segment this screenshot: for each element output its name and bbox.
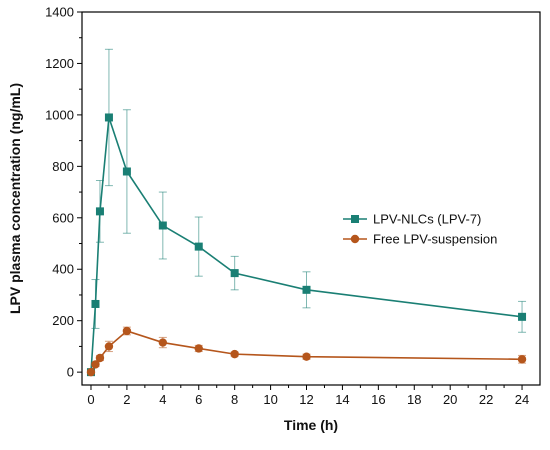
data-point [122,326,132,336]
data-point [230,269,239,278]
y-tick-label: 1400 [45,5,74,20]
x-tick-label: 2 [123,392,130,407]
data-point [302,352,311,361]
data-point [517,355,527,364]
data-point [95,353,105,363]
data-point [518,312,527,321]
x-axis-ticks: 0 2 4 6 8 10 12 14 16 18 20 22 24 [87,385,529,407]
data-point [104,342,114,351]
data-point [122,167,131,176]
data-point [91,360,100,369]
data-point [158,221,167,230]
legend-marker [350,234,360,244]
data-point [302,285,311,294]
y-axis-title: LPV plasma concentration (ng/mL) [7,83,23,314]
legend-marker [351,215,359,223]
x-tick-label: 24 [515,392,529,407]
x-tick-label: 0 [87,392,94,407]
x-axis-title: Time (h) [284,417,338,433]
legend: LPV-NLCs (LPV-7) Free LPV-suspension [343,212,497,247]
data-point [95,207,104,216]
data-point [158,338,168,347]
x-tick-label: 18 [407,392,421,407]
series-line [90,330,523,373]
y-tick-label: 1200 [45,56,74,71]
data-point [104,113,113,122]
y-axis-ticks: 0 200 400 600 800 1000 1200 1400 [45,5,82,380]
legend-label: LPV-NLCs (LPV-7) [373,212,481,227]
data-point [86,367,96,377]
x-tick-label: 22 [479,392,493,407]
y-tick-label: 0 [67,365,74,380]
series-1 [86,326,527,377]
y-tick-label: 400 [52,262,74,277]
x-tick-label: 16 [371,392,385,407]
x-tick-label: 12 [299,392,313,407]
plot-border [81,11,541,386]
data-point [194,344,203,353]
x-tick-label: 20 [443,392,457,407]
y-tick-label: 800 [52,159,74,174]
x-tick-label: 8 [231,392,238,407]
x-tick-label: 4 [159,392,166,407]
x-tick-label: 6 [195,392,202,407]
y-tick-label: 200 [52,313,74,328]
x-tick-label: 14 [335,392,349,407]
data-point [91,299,100,308]
y-tick-label: 1000 [45,107,74,122]
plot-frame [81,11,541,386]
x-tick-label: 10 [263,392,277,407]
series-layer [86,48,527,377]
legend-label: Free LPV-suspension [373,232,497,247]
series-line [90,117,523,373]
data-point [194,242,203,251]
y-tick-label: 600 [52,210,74,225]
data-point [230,349,239,359]
